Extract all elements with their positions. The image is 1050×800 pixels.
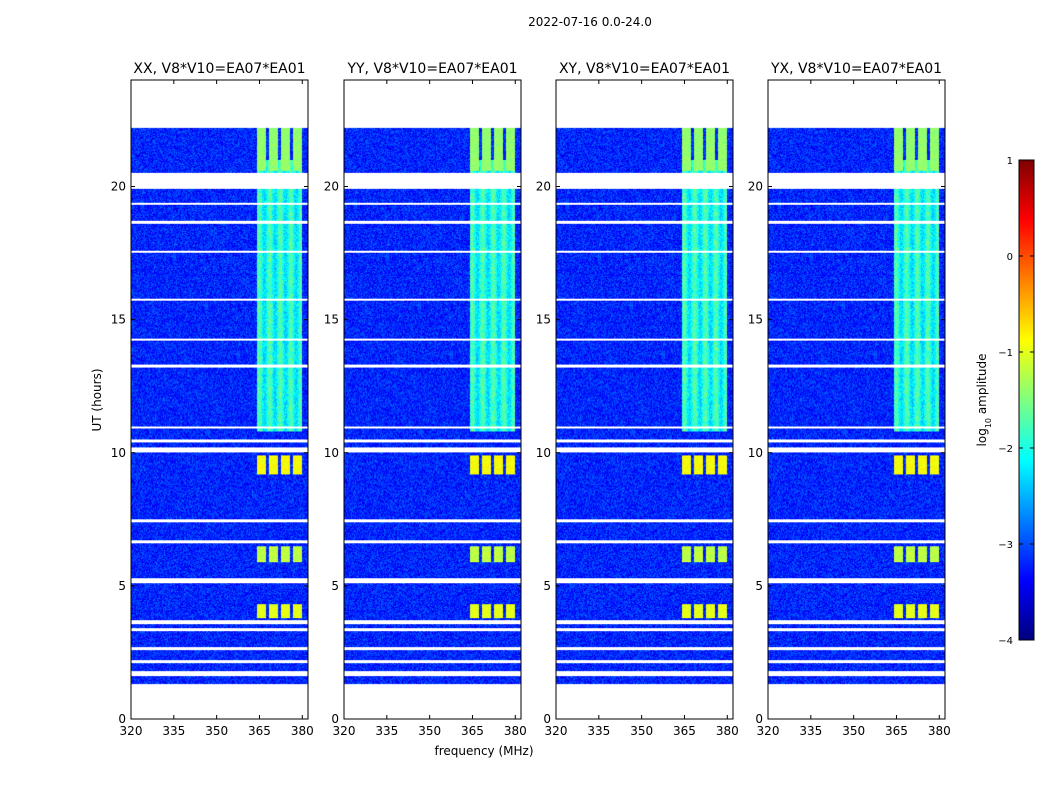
colorbar-label: log10 amplitude — [975, 354, 993, 447]
x-tick-label: 365 — [248, 724, 271, 738]
x-tick-label: 320 — [757, 724, 780, 738]
heatmap-image — [556, 80, 733, 719]
panel-3: XY, V8*V10=EA07*EA01 320 335 350 365 380 0 5 10 1… — [536, 61, 739, 738]
y-tick-label: 20 — [111, 180, 126, 194]
y-tick-label: 0 — [118, 712, 126, 726]
x-tick-label: 320 — [545, 724, 568, 738]
colorbar: −4 −3 −2 −1 0 1 log10 amplitude — [975, 156, 1035, 647]
y-tick-label: 5 — [543, 579, 551, 593]
axes-frame — [130, 79, 309, 720]
colorbar-tick-label: 1 — [1007, 156, 1013, 167]
y-tick-label: 20 — [748, 180, 763, 194]
x-tick-label: 320 — [120, 724, 143, 738]
panel-title: YY, V8*V10=EA07*EA01 — [346, 61, 517, 77]
colorbar-label-rest: amplitude — [975, 354, 989, 418]
colorbar-tick-label: −2 — [998, 444, 1013, 455]
y-tick-label: 0 — [755, 712, 763, 726]
panel-2: YY, V8*V10=EA07*EA01 320 335 350 365 380 0 5 10 1… — [324, 61, 527, 738]
axes-frame — [767, 79, 946, 720]
panels-group: XX, V8*V10=EA07*EA01 320 335 350 365 380 0 5 10 1… — [111, 61, 951, 738]
colorbar-label-base: log — [975, 428, 989, 446]
y-tick-label: 15 — [111, 313, 126, 327]
y-tick-label: 10 — [111, 446, 126, 460]
y-tick-label: 10 — [324, 446, 339, 460]
panel-title: XY, V8*V10=EA07*EA01 — [559, 61, 730, 77]
figure-title: 2022-07-16 0.0-24.0 — [528, 15, 652, 29]
x-tick-label: 365 — [461, 724, 484, 738]
x-tick-label: 365 — [885, 724, 908, 738]
colorbar-tick-label: −4 — [998, 636, 1013, 647]
colorbar-tick-label: −3 — [998, 540, 1013, 551]
colorbar-label-sub: 10 — [984, 418, 993, 428]
x-tick-label: 350 — [842, 724, 865, 738]
heatmap-image — [344, 80, 521, 719]
y-tick-label: 0 — [543, 712, 551, 726]
heatmap-image — [131, 80, 308, 719]
y-axis-label: UT (hours) — [90, 368, 104, 431]
x-tick-label: 350 — [418, 724, 441, 738]
y-tick-label: 10 — [748, 446, 763, 460]
panel-1: XX, V8*V10=EA07*EA01 320 335 350 365 380 0 5 10 1… — [111, 61, 314, 738]
x-tick-label: 320 — [333, 724, 356, 738]
x-tick-label: 335 — [587, 724, 610, 738]
y-tick-label: 15 — [324, 313, 339, 327]
x-tick-label: 350 — [205, 724, 228, 738]
x-tick-label: 380 — [928, 724, 951, 738]
y-tick-label: 15 — [748, 313, 763, 327]
colorbar-tick-label: 0 — [1007, 252, 1013, 263]
axes-frame — [343, 79, 522, 720]
heatmap-image — [768, 80, 945, 719]
x-tick-label: 335 — [375, 724, 398, 738]
colorbar-gradient — [1018, 159, 1035, 641]
y-tick-label: 10 — [536, 446, 551, 460]
x-tick-label: 350 — [630, 724, 653, 738]
y-tick-label: 5 — [331, 579, 339, 593]
x-axis-label: frequency (MHz) — [434, 744, 533, 758]
panel-title: XX, V8*V10=EA07*EA01 — [133, 61, 305, 77]
y-tick-label: 5 — [755, 579, 763, 593]
y-tick-label: 5 — [118, 579, 126, 593]
axes-frame — [555, 79, 734, 720]
panel-4: YX, V8*V10=EA07*EA01 320 335 350 365 380 0 5 10 1… — [748, 61, 951, 738]
y-tick-label: 20 — [536, 180, 551, 194]
x-tick-label: 335 — [162, 724, 185, 738]
x-tick-label: 380 — [291, 724, 314, 738]
y-tick-label: 20 — [324, 180, 339, 194]
y-tick-label: 0 — [331, 712, 339, 726]
x-tick-label: 335 — [799, 724, 822, 738]
colorbar-tick-label: −1 — [998, 348, 1013, 359]
y-tick-label: 15 — [536, 313, 551, 327]
panel-title: YX, V8*V10=EA07*EA01 — [770, 61, 942, 77]
x-tick-label: 380 — [716, 724, 739, 738]
x-tick-label: 380 — [504, 724, 527, 738]
x-tick-label: 365 — [673, 724, 696, 738]
